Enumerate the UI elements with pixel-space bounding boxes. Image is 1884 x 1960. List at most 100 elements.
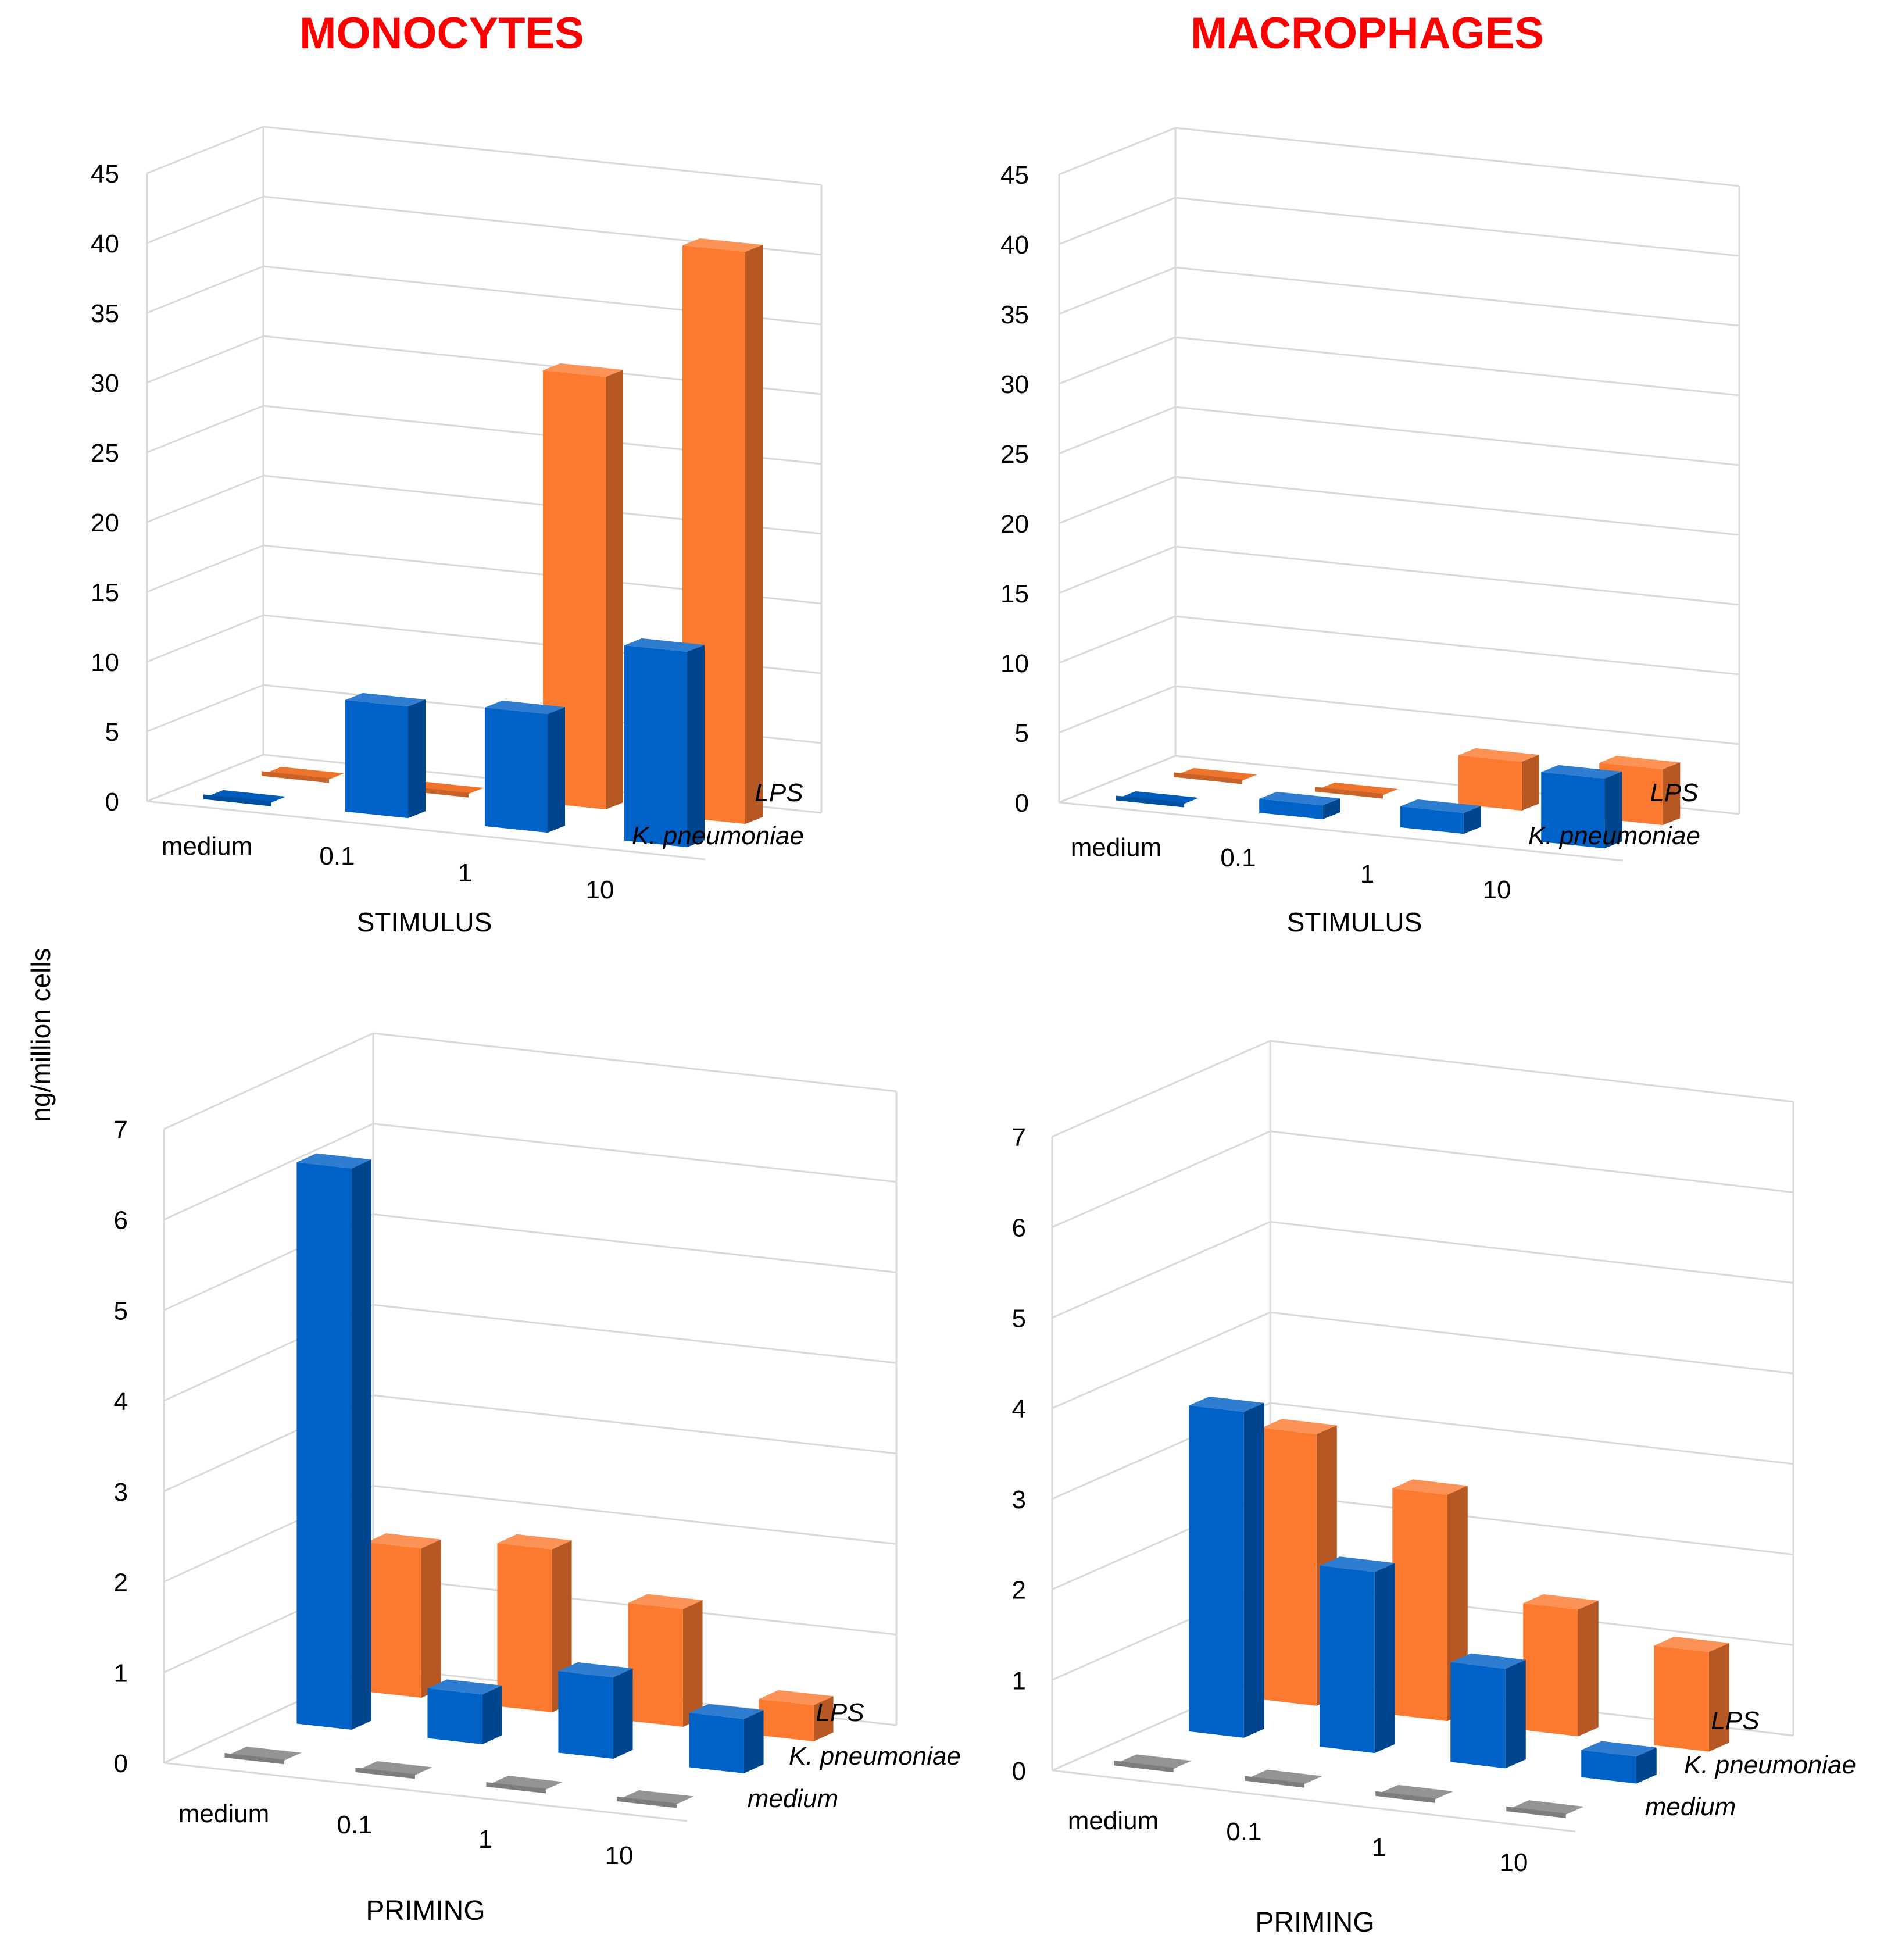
bar-top xyxy=(1599,755,1681,770)
y-tick-label: 5 xyxy=(114,1297,128,1325)
series-label: LPS xyxy=(1650,779,1698,807)
bar-flat xyxy=(206,790,286,804)
bar xyxy=(624,638,705,848)
bar-top xyxy=(1392,1479,1468,1495)
bar-top xyxy=(1320,1556,1395,1572)
x-tick-label: medium xyxy=(162,832,253,861)
grid xyxy=(1058,127,1740,862)
y-tick-label: 30 xyxy=(1000,370,1029,399)
bar-side xyxy=(1708,1643,1729,1752)
y-tick-label: 20 xyxy=(91,509,119,537)
x-tick-label: medium xyxy=(1068,1807,1159,1835)
bar-side xyxy=(1463,806,1481,834)
bar-flat-edge xyxy=(355,1767,415,1779)
bar-side xyxy=(1663,762,1681,826)
gridline xyxy=(1052,1130,1794,1229)
bar-side xyxy=(1578,1600,1599,1737)
bar-flat-edge xyxy=(224,1752,284,1765)
x-axis-title: PRIMING xyxy=(1255,1907,1374,1938)
bar-flat xyxy=(1247,1769,1322,1786)
x-tick-label: 1 xyxy=(458,859,472,887)
bar-front xyxy=(628,1603,683,1727)
gridline xyxy=(1052,1220,1794,1319)
bar-top xyxy=(1541,765,1622,779)
x-axis-title: STIMULUS xyxy=(1287,907,1422,937)
bar xyxy=(1114,1754,1192,1773)
bar-side xyxy=(1243,1402,1264,1738)
macrophages-title: MACROPHAGES xyxy=(1190,9,1545,58)
bar-top xyxy=(1259,791,1340,806)
bar-side xyxy=(1521,755,1539,811)
bar xyxy=(543,363,623,810)
y-tick-label: 5 xyxy=(1012,1304,1026,1333)
bar-front xyxy=(485,707,548,833)
bar-front xyxy=(1320,1565,1375,1754)
bar xyxy=(203,790,286,806)
x-tick-label: 10 xyxy=(1500,1848,1528,1877)
x-tick-label: 10 xyxy=(586,876,614,904)
x-axis-title: STIMULUS xyxy=(357,907,492,937)
y-tick-label: 4 xyxy=(1012,1395,1026,1423)
bar xyxy=(262,766,344,783)
x-tick-label: medium xyxy=(178,1800,270,1828)
bar-front xyxy=(1523,1603,1578,1737)
y-tick-label: 1 xyxy=(1012,1666,1026,1695)
y-tick-label: 15 xyxy=(91,579,119,607)
series-label: medium xyxy=(1645,1793,1736,1821)
bar xyxy=(1320,1556,1395,1754)
y-tick-label: 7 xyxy=(114,1116,128,1144)
bars xyxy=(1116,748,1681,849)
bar-top xyxy=(366,1533,441,1549)
gridline xyxy=(1052,1040,1794,1138)
bar-front xyxy=(1392,1488,1447,1722)
bar-top xyxy=(1261,1419,1337,1434)
bar-top xyxy=(1523,1594,1599,1610)
y-tick-label: 7 xyxy=(1012,1123,1026,1152)
bar-flat xyxy=(1116,1754,1192,1770)
bar-top xyxy=(296,1153,371,1169)
y-tick-label: 3 xyxy=(114,1478,128,1506)
bar xyxy=(759,1690,834,1741)
bar-top xyxy=(689,1704,764,1719)
bar-flat xyxy=(1508,1800,1584,1816)
bar xyxy=(1400,799,1481,834)
monocytes-title: MONOCYTES xyxy=(299,9,584,58)
y-tick-label: 45 xyxy=(91,160,119,188)
series-label: K. pneumoniae xyxy=(1528,822,1700,850)
bar-top xyxy=(1654,1636,1729,1652)
y-tick-label: 3 xyxy=(1012,1486,1026,1514)
bar-top xyxy=(682,238,763,252)
y-tick-label: 2 xyxy=(114,1569,128,1597)
bar-front xyxy=(366,1542,421,1698)
floor-edge xyxy=(1059,801,1624,862)
floor-edge xyxy=(146,754,264,802)
bar-flat xyxy=(358,1761,432,1776)
y-tick-label: 0 xyxy=(1012,1757,1026,1786)
grid xyxy=(146,126,823,861)
bar xyxy=(1654,1636,1729,1752)
bar-side xyxy=(408,699,426,819)
y-tick-label: 6 xyxy=(114,1206,128,1235)
bar xyxy=(1259,791,1340,820)
bar xyxy=(1523,1594,1599,1737)
bar xyxy=(224,1747,302,1765)
bar-flat-edge xyxy=(262,771,329,783)
bar-flat-edge xyxy=(617,1796,677,1808)
x-axis-title: PRIMING xyxy=(366,1895,485,1926)
series-label: K. pneumoniae xyxy=(632,822,804,850)
bar xyxy=(486,1776,563,1794)
bar-side xyxy=(682,1600,703,1727)
bar-top xyxy=(628,1594,703,1609)
floor-edge xyxy=(163,1762,688,1822)
bar-side xyxy=(813,1696,834,1741)
bar-front xyxy=(689,1713,744,1773)
bar xyxy=(355,1761,432,1779)
bar-top xyxy=(1400,799,1481,813)
bar-side xyxy=(687,645,705,848)
bar xyxy=(1450,1653,1526,1769)
y-tick-label: 10 xyxy=(1000,649,1029,678)
bar-side xyxy=(1374,1563,1395,1754)
bar-front xyxy=(1261,1427,1317,1706)
